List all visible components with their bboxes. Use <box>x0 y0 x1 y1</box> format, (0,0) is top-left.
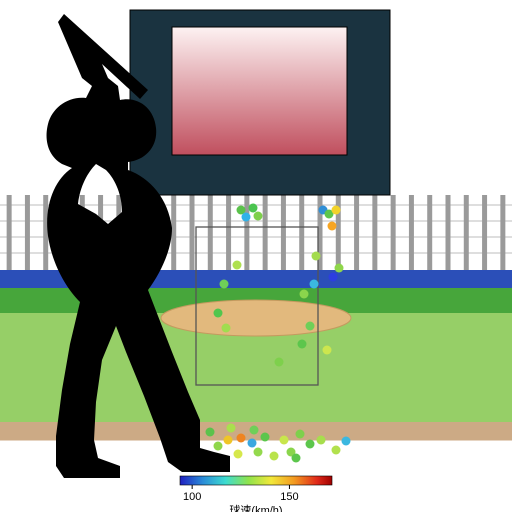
pitch-marker <box>214 442 223 451</box>
pitch-marker <box>298 340 307 349</box>
pitch-marker <box>233 261 242 270</box>
pitch-marker <box>328 222 337 231</box>
pitch-marker <box>300 290 309 299</box>
pitch-marker <box>292 454 301 463</box>
pitch-marker <box>237 434 246 443</box>
pitch-marker <box>242 213 251 222</box>
pitch-marker <box>317 436 326 445</box>
pitch-marker <box>220 280 229 289</box>
pitch-marker <box>332 206 341 215</box>
colorbar-label: 球速(km/h) <box>229 503 282 512</box>
pitch-marker <box>206 428 215 437</box>
pitch-marker <box>254 448 263 457</box>
pitch-marker <box>332 446 341 455</box>
pitch-marker <box>329 273 338 282</box>
pitch-marker <box>280 436 289 445</box>
pitch-marker <box>214 309 223 318</box>
pitch-marker <box>249 204 258 213</box>
pitch-location-chart: 100 150球速(km/h) <box>0 0 512 512</box>
colorbar-tick-label: 150 <box>280 491 298 503</box>
pitch-marker <box>270 452 279 461</box>
pitch-marker <box>275 358 284 367</box>
pitch-marker <box>323 346 332 355</box>
pitch-marker <box>250 426 259 435</box>
pitch-marker <box>227 424 236 433</box>
colorbar-tick-label: 100 <box>183 491 201 503</box>
pitch-marker <box>306 440 315 449</box>
pitch-marker <box>342 437 351 446</box>
pitch-marker <box>335 264 344 273</box>
pitch-marker <box>296 430 305 439</box>
pitch-marker <box>312 252 321 261</box>
pitch-marker <box>248 439 257 448</box>
pitch-marker <box>310 280 319 289</box>
pitch-marker <box>254 212 263 221</box>
pitch-marker <box>222 324 231 333</box>
pitch-marker <box>261 433 270 442</box>
pitch-marker <box>306 322 315 331</box>
pitch-marker <box>224 436 233 445</box>
pitch-marker <box>234 450 243 459</box>
